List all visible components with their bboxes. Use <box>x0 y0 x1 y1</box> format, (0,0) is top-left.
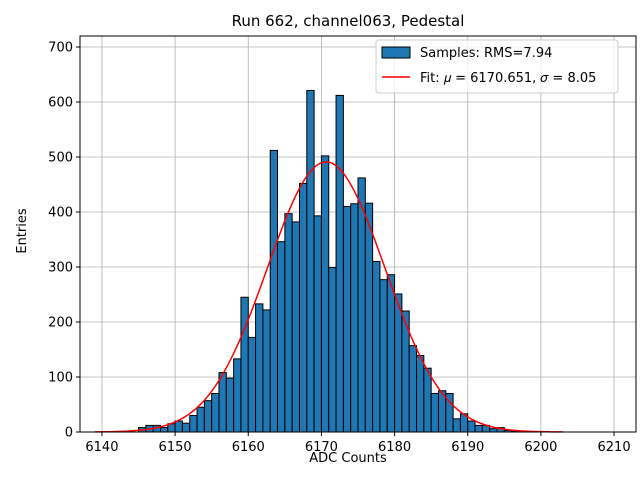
x-tick-label: 6180 <box>378 440 411 455</box>
x-tick-label: 6210 <box>598 440 631 455</box>
histogram-bar <box>233 358 242 433</box>
histogram-bar <box>408 345 418 433</box>
legend-box <box>375 39 619 94</box>
histogram-bar <box>430 393 439 433</box>
histogram-bar <box>189 415 198 433</box>
y-tick-label: 100 <box>48 371 73 386</box>
histogram-bar <box>328 267 337 433</box>
histogram-bar <box>423 367 432 433</box>
y-tick-label: 300 <box>48 261 73 276</box>
chart-title: Run 662, channel063, Pedestal <box>232 12 465 30</box>
legend: Samples: RMS=7.94 Fit: 𝜇 = 6170.651, 𝜎 =… <box>375 39 619 94</box>
y-tick-label: 0 <box>65 426 73 441</box>
histogram-bar <box>298 182 308 433</box>
histogram-bar <box>225 377 235 433</box>
histogram-bar <box>379 279 388 433</box>
histogram-bar <box>255 303 264 433</box>
histogram-bar <box>350 203 359 433</box>
fit-curve-layer <box>94 161 563 433</box>
histogram-bar <box>467 420 476 433</box>
histogram-bar <box>313 215 322 433</box>
histogram-bar <box>269 149 279 433</box>
x-tick-label: 6150 <box>159 440 192 455</box>
plot-frame <box>79 35 637 433</box>
histogram-bar <box>277 241 286 433</box>
histogram-bar <box>211 393 220 433</box>
histogram-bar <box>306 89 315 433</box>
y-tick-label: 500 <box>48 151 73 166</box>
histogram-bar <box>394 293 403 433</box>
y-tick-label: 600 <box>48 96 73 111</box>
y-tick-label: 700 <box>48 41 73 56</box>
histogram-bar <box>291 221 300 433</box>
x-axis-ticks: 6140 6150 6160 6170 6180 6190 6200 6210 <box>85 432 631 455</box>
histogram-bar <box>357 177 366 433</box>
y-axis-label: Entries <box>15 208 30 254</box>
histogram-bar <box>174 420 183 433</box>
histogram-bar <box>342 206 352 433</box>
histogram-bar <box>262 309 271 433</box>
legend-samples-label: Samples: RMS=7.94 <box>420 46 552 61</box>
histogram-bar <box>159 427 169 433</box>
histogram-bars <box>138 89 520 433</box>
histogram-bar <box>203 400 213 433</box>
x-tick-label: 6170 <box>305 440 338 455</box>
x-axis-label: ADC Counts <box>309 451 387 466</box>
histogram-bar <box>218 372 227 433</box>
x-tick-label: 6200 <box>524 440 557 455</box>
legend-fit-label: Fit: 𝜇 = 6170.651, 𝜎 = 8.05 <box>420 71 596 86</box>
histogram-bar <box>335 94 344 433</box>
legend-bars-swatch <box>381 46 411 59</box>
gaussian-fit-curve <box>94 161 563 433</box>
x-tick-label: 6190 <box>451 440 484 455</box>
histogram-bar <box>364 202 374 433</box>
x-tick-label: 6160 <box>232 440 265 455</box>
y-tick-label: 200 <box>48 316 73 331</box>
histogram-bar <box>372 261 381 433</box>
histogram-bar <box>452 418 461 433</box>
histogram-bar <box>474 424 483 433</box>
y-tick-label: 400 <box>48 206 73 221</box>
histogram-bar <box>386 274 396 433</box>
histogram-bar <box>181 422 191 433</box>
histogram-bar <box>284 213 293 433</box>
histogram-bar <box>196 406 205 433</box>
x-tick-label: 6140 <box>85 440 118 455</box>
histogram-bar <box>247 336 257 433</box>
histogram-bar <box>320 155 330 433</box>
histogram-bar <box>416 355 425 433</box>
y-axis-ticks: 0 100 200 300 400 500 600 700 <box>48 41 80 441</box>
histogram-bar <box>240 296 249 433</box>
